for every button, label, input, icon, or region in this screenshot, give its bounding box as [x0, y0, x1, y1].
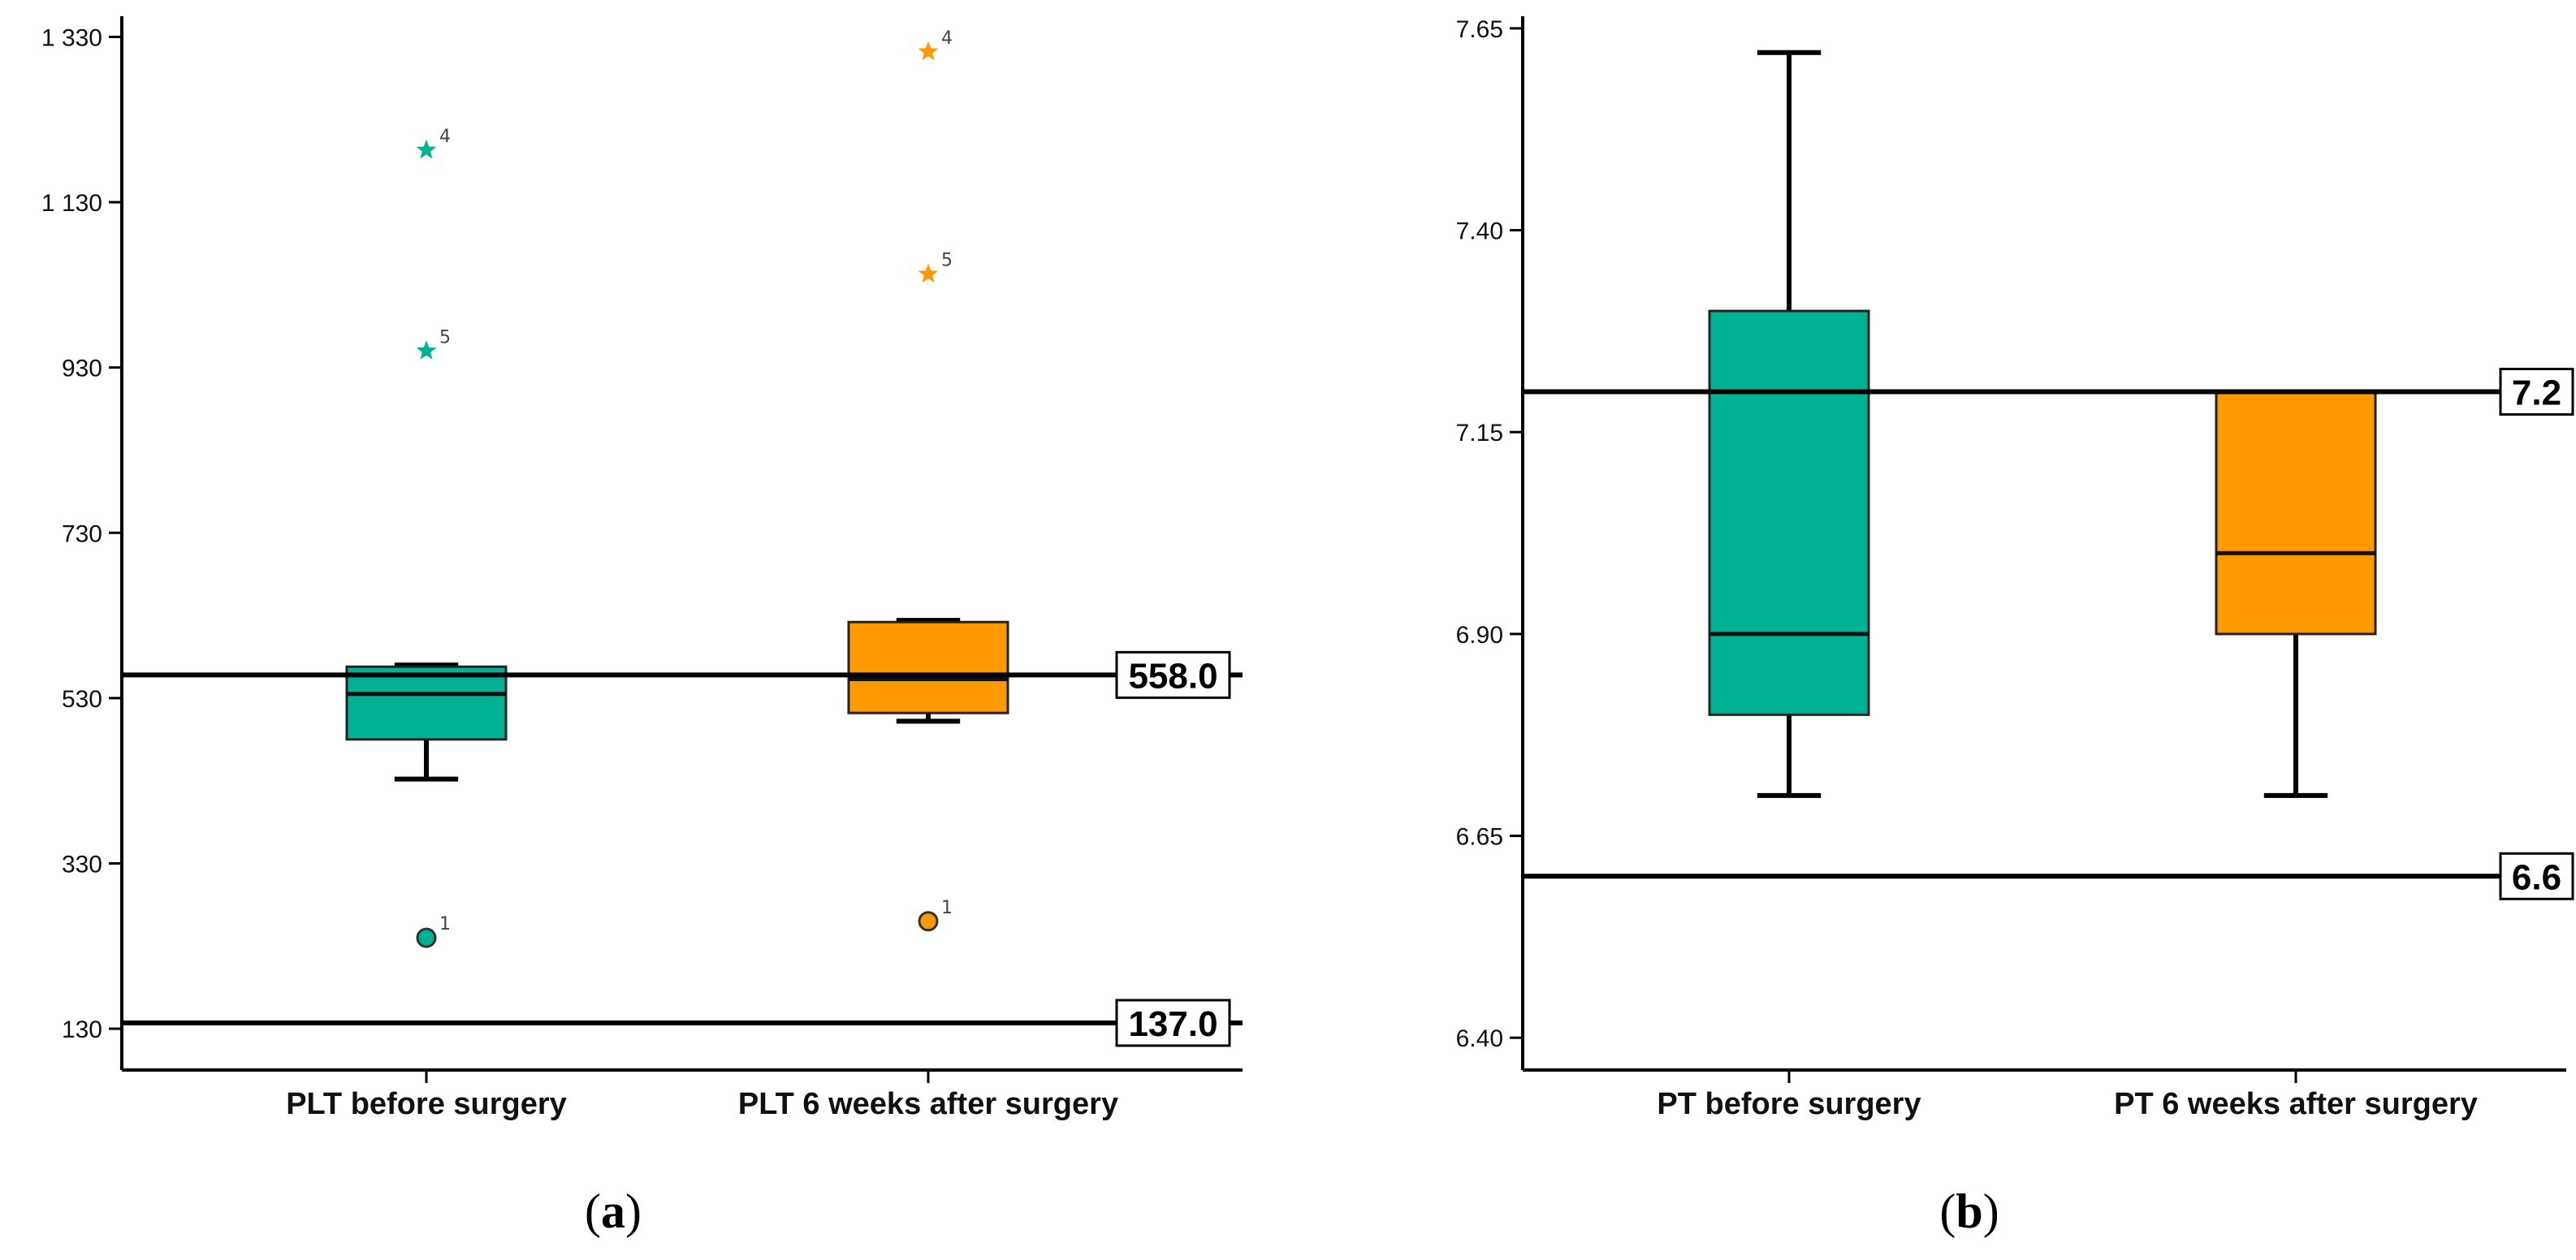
panel-label: (b)	[1939, 1184, 1999, 1238]
y-tick-label: 530	[62, 686, 102, 713]
reference-label: 6.6	[2512, 857, 2561, 897]
x-category-label: PLT before surgery	[286, 1087, 567, 1121]
box-2	[2215, 389, 2377, 798]
x-category-label: PLT 6 weeks after surgery	[738, 1087, 1118, 1121]
y-tick-label: 930	[62, 356, 102, 382]
outlier-label: 1	[439, 914, 451, 934]
outlier-label: 5	[941, 251, 953, 271]
outlier-star	[918, 41, 939, 61]
panel-label: (a)	[585, 1184, 642, 1238]
reference-label: 558.0	[1128, 656, 1217, 696]
box-iqr	[345, 665, 508, 741]
chart-panel-a: 130 330 530 730 930 1 130 1 330 PLT before surg…	[41, 16, 1243, 1238]
box-2	[847, 618, 1009, 724]
y-tick-label: 730	[62, 520, 102, 547]
y-tick-label: 7.40	[1456, 218, 1503, 245]
box-iqr	[1708, 309, 1870, 716]
reference-label: 137.0	[1128, 1004, 1217, 1044]
y-tick-label: 7.65	[1456, 16, 1503, 43]
y-tick-label: 1 130	[41, 190, 102, 217]
chart-panel-b: 6.40 6.65 6.90 7.15 7.40 7.65 PT before surger…	[1456, 16, 2574, 1238]
y-tick-label: 1 330	[41, 24, 102, 51]
outlier-label: 1	[941, 898, 953, 918]
box-1	[345, 662, 508, 782]
reference-label-box	[2499, 368, 2574, 416]
y-tick-label: 330	[62, 851, 102, 878]
y-tick-label: 6.40	[1456, 1025, 1503, 1052]
box-1	[1708, 50, 1870, 798]
reference-label-box	[1115, 650, 1231, 699]
y-tick-label: 7.15	[1456, 420, 1503, 447]
y-tick-label: 6.90	[1456, 622, 1503, 649]
outlier-label: 5	[439, 327, 451, 347]
reference-label-box	[2499, 852, 2574, 900]
x-category-label: PT before surgery	[1657, 1087, 1921, 1121]
outlier-star	[416, 340, 437, 360]
reference-label: 7.2	[2512, 373, 2561, 413]
outlier-label: 4	[941, 28, 953, 49]
reference-label-box	[1115, 999, 1231, 1047]
box-iqr	[847, 620, 1009, 714]
x-category-label: PT 6 weeks after surgery	[2114, 1087, 2478, 1121]
box-iqr	[2215, 391, 2377, 636]
outlier-circle	[918, 911, 939, 932]
outlier-star	[918, 263, 939, 283]
y-tick-label: 130	[62, 1016, 102, 1043]
y-tick-label: 6.65	[1456, 824, 1503, 851]
outlier-star	[416, 139, 437, 159]
outlier-circle	[416, 927, 437, 948]
outlier-label: 4	[439, 127, 451, 147]
